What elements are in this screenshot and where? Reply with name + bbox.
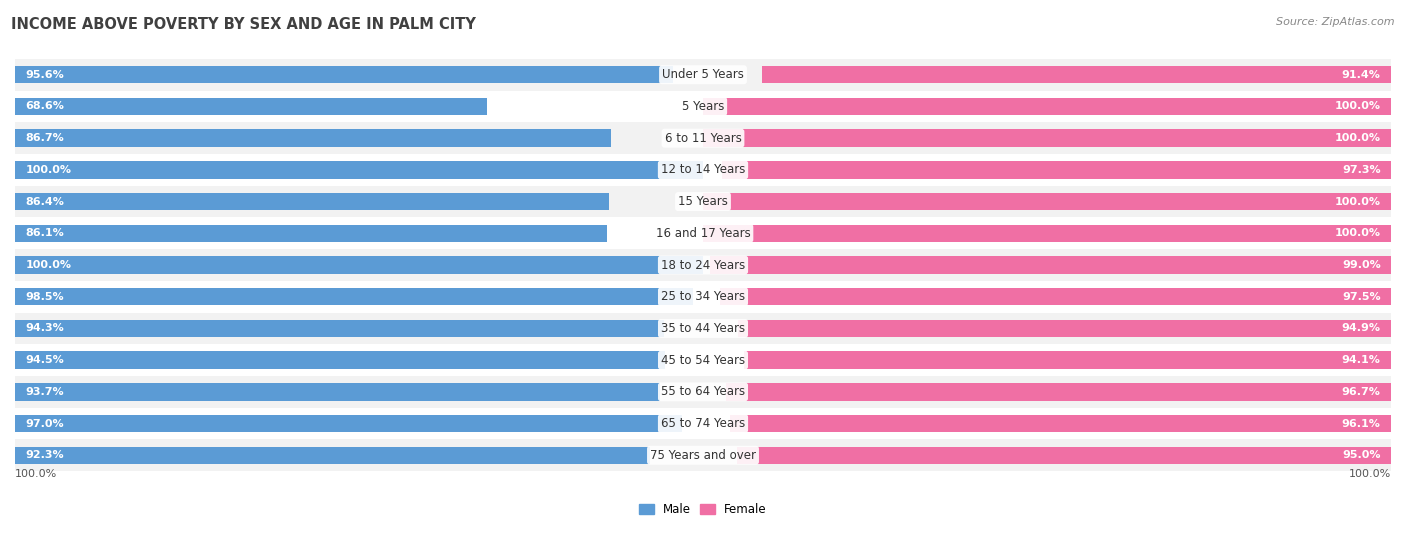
Text: 99.0%: 99.0% bbox=[1341, 260, 1381, 270]
Text: 100.0%: 100.0% bbox=[1334, 197, 1381, 207]
Text: 18 to 24 Years: 18 to 24 Years bbox=[661, 258, 745, 272]
Bar bbox=[15, 352, 665, 369]
Bar bbox=[15, 383, 659, 401]
Bar bbox=[15, 122, 1391, 154]
Text: 12 to 14 Years: 12 to 14 Years bbox=[661, 163, 745, 177]
Bar bbox=[15, 281, 1391, 312]
Text: 5 Years: 5 Years bbox=[682, 100, 724, 113]
Text: 45 to 54 Years: 45 to 54 Years bbox=[661, 354, 745, 367]
Text: 86.7%: 86.7% bbox=[25, 133, 65, 143]
Bar bbox=[703, 98, 1391, 115]
Bar bbox=[15, 447, 650, 464]
Text: 25 to 34 Years: 25 to 34 Years bbox=[661, 290, 745, 303]
Bar bbox=[15, 193, 609, 210]
Text: 95.6%: 95.6% bbox=[25, 70, 65, 80]
Bar bbox=[725, 383, 1391, 401]
Bar bbox=[703, 225, 1391, 242]
Text: 100.0%: 100.0% bbox=[25, 165, 72, 175]
Bar bbox=[15, 344, 1391, 376]
Bar bbox=[15, 66, 672, 83]
Text: 94.9%: 94.9% bbox=[1341, 324, 1381, 333]
Bar bbox=[15, 154, 1391, 186]
Bar bbox=[15, 217, 1391, 249]
Bar bbox=[15, 98, 486, 115]
Bar bbox=[15, 415, 682, 432]
Text: 68.6%: 68.6% bbox=[25, 101, 65, 111]
Bar bbox=[737, 447, 1391, 464]
Bar bbox=[720, 288, 1391, 305]
Bar bbox=[15, 225, 607, 242]
Bar bbox=[15, 408, 1391, 439]
Bar bbox=[15, 91, 1391, 122]
Bar bbox=[15, 186, 1391, 217]
Text: 97.0%: 97.0% bbox=[25, 419, 63, 429]
Text: Source: ZipAtlas.com: Source: ZipAtlas.com bbox=[1277, 17, 1395, 27]
Bar bbox=[762, 66, 1391, 83]
Text: 75 Years and over: 75 Years and over bbox=[650, 449, 756, 462]
Bar bbox=[15, 256, 703, 274]
Text: 98.5%: 98.5% bbox=[25, 292, 63, 302]
Text: 100.0%: 100.0% bbox=[1348, 468, 1391, 479]
Text: 55 to 64 Years: 55 to 64 Years bbox=[661, 385, 745, 399]
Text: 100.0%: 100.0% bbox=[1334, 228, 1381, 238]
Text: 96.1%: 96.1% bbox=[1341, 419, 1381, 429]
Text: 35 to 44 Years: 35 to 44 Years bbox=[661, 322, 745, 335]
Bar bbox=[15, 439, 1391, 471]
Text: 97.3%: 97.3% bbox=[1343, 165, 1381, 175]
Text: 16 and 17 Years: 16 and 17 Years bbox=[655, 227, 751, 240]
Text: 97.5%: 97.5% bbox=[1343, 292, 1381, 302]
Bar bbox=[15, 161, 703, 178]
Text: 96.7%: 96.7% bbox=[1341, 387, 1381, 397]
Bar bbox=[15, 59, 1391, 91]
Text: 100.0%: 100.0% bbox=[1334, 133, 1381, 143]
Text: 94.5%: 94.5% bbox=[25, 355, 65, 365]
Bar bbox=[15, 249, 1391, 281]
Bar bbox=[15, 376, 1391, 408]
Bar bbox=[15, 130, 612, 147]
Bar bbox=[15, 288, 693, 305]
Bar bbox=[710, 256, 1391, 274]
Bar bbox=[730, 415, 1391, 432]
Text: INCOME ABOVE POVERTY BY SEX AND AGE IN PALM CITY: INCOME ABOVE POVERTY BY SEX AND AGE IN P… bbox=[11, 17, 477, 32]
Text: 95.0%: 95.0% bbox=[1343, 451, 1381, 460]
Text: 91.4%: 91.4% bbox=[1341, 70, 1381, 80]
Text: 6 to 11 Years: 6 to 11 Years bbox=[665, 132, 741, 145]
Bar bbox=[738, 320, 1391, 337]
Text: 100.0%: 100.0% bbox=[1334, 101, 1381, 111]
Bar bbox=[15, 312, 1391, 344]
Text: 86.4%: 86.4% bbox=[25, 197, 65, 207]
Legend: Male, Female: Male, Female bbox=[634, 498, 772, 520]
Text: 86.1%: 86.1% bbox=[25, 228, 65, 238]
Text: 94.1%: 94.1% bbox=[1341, 355, 1381, 365]
Text: 93.7%: 93.7% bbox=[25, 387, 63, 397]
Text: 100.0%: 100.0% bbox=[25, 260, 72, 270]
Bar bbox=[721, 161, 1391, 178]
Text: 65 to 74 Years: 65 to 74 Years bbox=[661, 417, 745, 430]
Bar bbox=[703, 130, 1391, 147]
Text: 15 Years: 15 Years bbox=[678, 195, 728, 208]
Text: Under 5 Years: Under 5 Years bbox=[662, 68, 744, 81]
Bar bbox=[15, 320, 664, 337]
Text: 92.3%: 92.3% bbox=[25, 451, 63, 460]
Text: 94.3%: 94.3% bbox=[25, 324, 65, 333]
Text: 100.0%: 100.0% bbox=[15, 468, 58, 479]
Bar bbox=[744, 352, 1391, 369]
Bar bbox=[703, 193, 1391, 210]
